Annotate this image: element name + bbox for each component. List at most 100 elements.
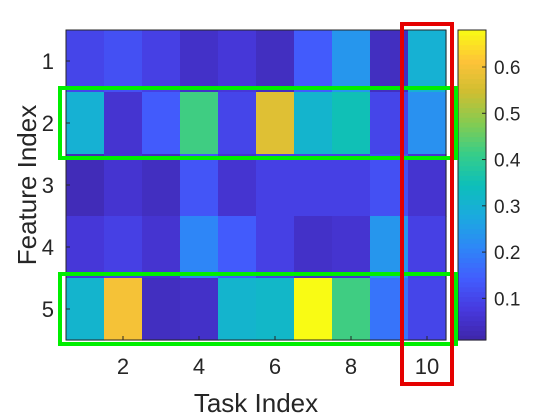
heatmap-cell: [408, 216, 447, 279]
heatmap-cells: [66, 30, 447, 341]
heatmap-cell: [256, 278, 295, 341]
row-highlight-box: [58, 272, 458, 346]
heatmap-cell: [294, 154, 333, 217]
colorbar-swatch: [458, 330, 486, 336]
x-tick-label: 8: [345, 354, 357, 379]
colorbar-swatch: [458, 262, 486, 268]
colorbar-swatch: [458, 97, 486, 104]
colorbar-swatch: [458, 160, 486, 167]
colorbar-swatch: [458, 146, 486, 152]
heatmap-cell: [294, 30, 333, 93]
colorbar-swatch: [458, 83, 486, 89]
column-highlight-box: [400, 22, 454, 386]
colorbar-swatch: [458, 189, 486, 196]
colorbar-swatch: [458, 335, 486, 341]
colorbar-swatch: [458, 122, 486, 128]
heatmap-cell: [104, 154, 143, 217]
heatmap-cell: [104, 92, 143, 155]
heatmap-cell: [256, 92, 295, 155]
colorbar-swatch: [458, 151, 486, 157]
colorbar-swatch: [458, 107, 486, 113]
heatmap-cell: [104, 30, 143, 93]
colorbar-swatch: [458, 320, 486, 327]
heatmap-cell: [218, 278, 257, 341]
heatmap-cell: [142, 30, 181, 93]
colorbar-swatch: [458, 281, 486, 288]
heatmap-cell: [66, 216, 105, 279]
heatmap-cell: [218, 92, 257, 155]
y-tick-label: 4: [42, 235, 54, 260]
colorbar-swatch: [458, 88, 486, 94]
colorbar-swatch: [458, 310, 486, 317]
heatmap-cell: [66, 278, 105, 341]
heatmap-cell: [332, 216, 371, 279]
colorbar-swatch: [458, 277, 486, 283]
colorbar-swatch: [458, 112, 486, 118]
heatmap-cell: [142, 216, 181, 279]
heatmap-cell: [218, 216, 257, 279]
colorbar-swatch: [458, 39, 486, 46]
heatmap-cell: [218, 30, 257, 93]
heatmap-cell: [408, 30, 447, 93]
colorbar-swatch: [458, 155, 486, 162]
x-tick-label: 6: [269, 354, 281, 379]
colorbar-swatch: [458, 238, 486, 244]
heatmap-cell: [66, 92, 105, 155]
colorbar-swatch: [458, 102, 486, 109]
heatmap-cell: [408, 278, 447, 341]
colorbar-tick-label: 0.5: [494, 104, 520, 125]
colorbar-tick-label: 0.1: [494, 289, 520, 310]
y-tick-label: 1: [42, 49, 54, 74]
heatmap-cell: [104, 216, 143, 279]
colorbar-swatch: [458, 92, 486, 99]
colorbar-swatch: [458, 131, 486, 138]
colorbar-tick-label: 0.4: [494, 151, 521, 172]
x-axis-label: Task Index: [194, 388, 318, 418]
heatmap-cell: [180, 92, 219, 155]
heatmap-cell: [66, 154, 105, 217]
heatmap-cell: [256, 154, 295, 217]
colorbar-swatch: [458, 228, 486, 235]
heatmap-cell: [180, 278, 219, 341]
colorbar-swatch: [458, 185, 486, 191]
x-tick-label: 2: [117, 354, 129, 379]
colorbar-swatch: [458, 204, 486, 210]
heatmap-cell: [408, 154, 447, 217]
colorbar: 0.1 0.2 0.3 0.4 0.5 0.6: [457, 29, 521, 341]
colorbar-swatch: [458, 126, 486, 133]
heatmap-cell: [256, 30, 295, 93]
x-tick-label: 10: [415, 354, 439, 379]
colorbar-swatch: [458, 286, 486, 293]
heatmap-cell: [142, 278, 181, 341]
colorbar-swatch: [458, 180, 486, 186]
colorbar-swatch: [458, 49, 486, 55]
colorbar-swatch: [458, 218, 486, 225]
colorbar-tick-label: 0.6: [494, 58, 520, 79]
colorbar-swatch: [458, 59, 486, 65]
heatmap-cell: [332, 92, 371, 155]
colorbar-swatch: [458, 325, 486, 331]
y-axis-label: Feature Index: [12, 105, 42, 265]
highlight-boxes: [58, 22, 458, 386]
heatmap-cell: [332, 278, 371, 341]
heatmap-cell: [294, 92, 333, 155]
heatmap-cell: [142, 154, 181, 217]
heatmap-cell: [142, 92, 181, 155]
colorbar-swatch: [458, 78, 486, 84]
colorbar-swatch: [458, 296, 486, 302]
heatmap-cell: [180, 216, 219, 279]
colorbar-swatch: [458, 44, 486, 50]
colorbar-swatch: [458, 141, 486, 147]
colorbar-swatch: [458, 209, 486, 215]
colorbar-swatch: [458, 63, 486, 70]
colorbar-swatch: [458, 267, 486, 273]
heatmap-cell: [218, 154, 257, 217]
colorbar-swatch: [458, 170, 486, 176]
x-tick-label: 4: [193, 354, 205, 379]
colorbar-swatch: [458, 233, 486, 239]
colorbar-tick-label: 0.3: [494, 197, 520, 218]
colorbar-swatch: [458, 243, 486, 249]
colorbar-swatch: [458, 54, 486, 60]
heatmap-cell: [408, 92, 447, 155]
